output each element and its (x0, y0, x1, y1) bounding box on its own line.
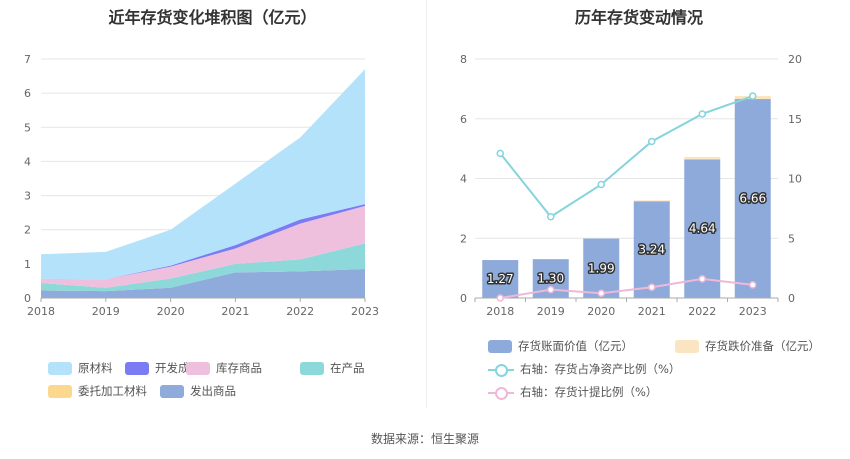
legend-item[interactable]: 发出商品 (160, 383, 236, 399)
bar-book-value (482, 260, 519, 298)
x-tick-label: 2020 (587, 305, 615, 318)
legend-label: 右轴：存货计提比例（%） (520, 385, 658, 399)
x-tick-label: 2022 (286, 305, 314, 318)
legend-swatch (675, 339, 699, 353)
bar-line-combo-chart: 0 2 4 6 8 0 5 10 15 20 2018 2019 2020 2021 2022 2023 1.2… (460, 53, 802, 318)
line-point (698, 275, 706, 283)
left-chart-panel: 近年存货变化堆积图（亿元） 0 1 2 3 4 5 6 7 2018 2019 2020 2021 20… (0, 0, 425, 410)
legend-swatch (488, 363, 514, 377)
legend-label: 原材料 (78, 361, 113, 375)
x-tick-label: 2021 (221, 305, 249, 318)
line-point (496, 294, 504, 302)
left-chart-title: 近年存货变化堆积图（亿元） (108, 8, 317, 27)
y-right-tick-label: 20 (788, 53, 802, 66)
legend-swatch (160, 384, 184, 398)
x-tick-label: 2022 (688, 305, 716, 318)
legend-item[interactable]: 库存商品 (186, 360, 262, 376)
area-series-0 (41, 268, 365, 298)
line-point (597, 180, 605, 189)
x-tick-label: 2018 (486, 305, 514, 318)
legend-item[interactable]: 原材料 (48, 360, 113, 376)
line-point (698, 110, 706, 118)
legend-item[interactable]: 存货跌价准备（亿元） (675, 338, 820, 354)
legend-label: 存货跌价准备（亿元） (705, 339, 820, 353)
legend-item[interactable]: 右轴：存货计提比例（%） (488, 384, 657, 400)
y-left-tick-label: 6 (460, 113, 467, 126)
area-series-3 (41, 205, 365, 288)
line-point (648, 137, 656, 146)
legend-item[interactable]: 右轴：存货占净资产比例（%） (488, 361, 680, 377)
bar-book-value (684, 159, 721, 298)
y-tick-label: 4 (24, 155, 31, 168)
y-left-tick-label: 2 (460, 232, 467, 245)
bar-impairment (684, 156, 721, 160)
right-chart-panel: 历年存货变动情况 0 2 4 6 8 0 5 10 15 20 2018 2019 2020 2021 20… (428, 0, 850, 410)
bar-value-label: 1.30 (537, 272, 564, 286)
y-left-tick-label: 4 (460, 173, 467, 186)
bar-value-label: 3.24 (638, 243, 665, 257)
y-right-tick-label: 10 (788, 173, 802, 186)
legend-swatch (488, 386, 514, 400)
line-inventory-ratio (499, 95, 754, 219)
right-chart-title: 历年存货变动情况 (574, 8, 703, 27)
data-source: 数据来源：恒生聚源 (370, 432, 479, 446)
x-tick-label: 2021 (638, 305, 666, 318)
legend-label: 在产品 (330, 361, 365, 375)
panel-divider (426, 0, 427, 408)
y-tick-label: 5 (24, 121, 31, 134)
right-legend: 存货账面价值（亿元） 存货跌价准备（亿元） 右轴：存货占净资产比例（%） 右轴：存货计… (428, 334, 850, 404)
legend-label: 存货账面价值（亿元） (518, 339, 633, 353)
bar-value-label: 1.27 (487, 272, 514, 286)
y-tick-label: 6 (24, 87, 31, 100)
x-tick-label: 2019 (537, 305, 565, 318)
legend-swatch (488, 339, 512, 353)
x-tick-label: 2023 (739, 305, 767, 318)
legend-label: 发出商品 (190, 384, 236, 398)
bar-book-value (734, 99, 771, 298)
legend-swatch (125, 361, 149, 375)
line-point (547, 212, 555, 221)
legend-swatch (48, 361, 72, 375)
line-point (648, 283, 656, 291)
line-provision-ratio (500, 277, 753, 299)
x-tick-label: 2018 (27, 305, 55, 318)
bar-value-label: 4.64 (689, 222, 716, 236)
legend-label: 库存商品 (216, 361, 262, 375)
x-tick-label: 2020 (157, 305, 185, 318)
bar-book-value (633, 201, 670, 298)
legend-swatch (186, 361, 210, 375)
x-tick-label: 2019 (92, 305, 120, 318)
left-legend: 原材料 开发成本 库存商品 在产品 委托加工材料 发出商品 (0, 352, 425, 402)
y-right-tick-label: 15 (788, 113, 802, 126)
bar-value-label: 6.66 (739, 192, 766, 206)
legend-swatch (48, 384, 72, 398)
legend-item[interactable]: 委托加工材料 (48, 383, 147, 399)
y-left-tick-label: 0 (460, 292, 467, 305)
x-tick-label: 2023 (351, 305, 379, 318)
line-point (547, 285, 555, 294)
bar-value-label: 1.99 (588, 261, 615, 275)
line-point (496, 149, 504, 158)
y-right-tick-label: 5 (788, 232, 795, 245)
y-right-tick-label: 0 (788, 292, 795, 305)
line-point (749, 281, 757, 289)
legend-label: 委托加工材料 (78, 384, 147, 398)
bar-book-value (583, 238, 620, 298)
y-tick-label: 1 (24, 258, 31, 271)
y-tick-label: 7 (24, 53, 31, 66)
line-point (749, 92, 757, 100)
legend-item[interactable]: 存货账面价值（亿元） (488, 338, 633, 354)
bar-impairment (633, 200, 670, 202)
legend-label: 右轴：存货占净资产比例（%） (520, 362, 681, 376)
line-point (597, 289, 605, 297)
legend-item[interactable]: 在产品 (300, 360, 365, 376)
y-tick-label: 0 (24, 292, 31, 305)
y-left-tick-label: 8 (460, 53, 467, 66)
area-series-2 (41, 243, 365, 292)
stacked-area-chart: 0 1 2 3 4 5 6 7 2018 2019 2020 2021 2022 2023 (24, 53, 379, 318)
y-tick-label: 2 (24, 224, 31, 237)
legend-swatch (300, 361, 324, 375)
area-series-5 (41, 69, 365, 280)
y-tick-label: 3 (24, 190, 31, 203)
